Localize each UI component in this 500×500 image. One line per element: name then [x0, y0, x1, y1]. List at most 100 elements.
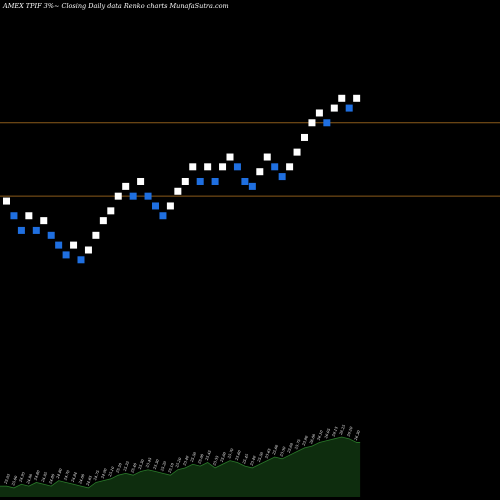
renko-brick-12-up	[84, 246, 92, 254]
renko-brick-15-up	[107, 207, 115, 215]
renko-brick-17-up	[122, 182, 130, 190]
renko-brick-8-down	[55, 241, 63, 249]
renko-brick-40-up	[293, 148, 301, 156]
volume-label-20: 25.45	[145, 456, 153, 469]
renko-brick-5-down	[32, 226, 40, 234]
chart-title: AMEX TPIF 3%~ Closing Daily data Renko c…	[2, 2, 229, 10]
renko-brick-25-up	[181, 177, 189, 185]
renko-brick-33-down	[241, 177, 249, 185]
volume-label-36: 25.65	[264, 447, 272, 460]
volume-labels: 25.05 25.00 24.95 24.90 24.80 24.95 24.89 24.80…	[3, 424, 361, 488]
volume-label-23: 25.10	[167, 462, 175, 475]
renko-brick-2-down	[10, 212, 18, 220]
renko-brick-27-down	[196, 177, 204, 185]
renko-brick-31-up	[226, 153, 234, 161]
volume-line	[0, 436, 361, 489]
volume-label-41: 25.90	[301, 435, 309, 448]
renko-brick-41-up	[301, 133, 308, 141]
volume-label-25: 25.40	[182, 455, 190, 468]
volume-label-6: 24.95	[41, 471, 49, 484]
renko-brick-21-down	[152, 202, 159, 210]
volume-label-17: 25.35	[123, 460, 131, 473]
renko-brick-7-down	[47, 231, 55, 239]
renko-brick-3-down	[17, 226, 25, 234]
renko-bricks	[3, 94, 361, 264]
renko-brick-26-up	[189, 163, 197, 171]
volume-label-37: 25.60	[272, 444, 280, 457]
renko-brick-47-down	[345, 104, 353, 112]
volume-label-26: 25.50	[190, 451, 198, 464]
renko-brick-16-up	[114, 192, 122, 200]
volume-area	[0, 436, 361, 497]
renko-brick-45-up	[330, 104, 338, 112]
volume-label-46: 26.25	[339, 424, 347, 437]
renko-brick-20-down	[144, 192, 152, 200]
volume-label-3: 24.95	[18, 471, 26, 484]
renko-brick-4-up	[25, 212, 33, 220]
volume-label-30: 25.60	[219, 451, 227, 464]
renko-brick-42-up	[308, 119, 316, 127]
renko-brick-28-up	[204, 163, 212, 171]
volume-label-18: 25.40	[130, 462, 138, 475]
volume-label-34: 25.40	[249, 455, 257, 468]
renko-brick-39-up	[286, 163, 294, 171]
renko-brick-23-up	[166, 202, 174, 210]
renko-brick-29-down	[211, 177, 219, 185]
volume-label-21: 25.30	[152, 458, 160, 471]
renko-brick-19-up	[137, 177, 145, 185]
renko-brick-18-down	[129, 192, 137, 200]
renko-brick-14-up	[99, 217, 107, 225]
volume-label-15: 25.10	[108, 465, 116, 478]
volume-label-45: 26.15	[331, 425, 339, 438]
renko-brick-38-down	[278, 173, 286, 181]
renko-brick-11-down	[77, 256, 85, 264]
volume-label-22: 25.20	[160, 460, 168, 473]
volume-label-43: 26.10	[316, 429, 324, 442]
volume-label-4: 24.90	[26, 473, 34, 486]
renko-brick-1-up	[3, 197, 10, 205]
volume-label-9: 24.70	[63, 469, 71, 482]
volume-label-24: 25.20	[175, 456, 183, 469]
volume-label-11: 24.60	[78, 473, 86, 486]
renko-brick-22-down	[159, 212, 167, 220]
volume-label-33: 25.45	[242, 453, 250, 466]
volume-label-7: 24.89	[48, 473, 56, 486]
renko-brick-43-up	[315, 109, 323, 117]
reference-lines	[0, 122, 500, 197]
volume-label-32: 25.60	[234, 449, 242, 462]
renko-brick-46-up	[338, 94, 346, 102]
renko-brick-30-up	[219, 163, 227, 171]
volume-label-14: 24.90	[100, 467, 108, 480]
renko-brick-9-down	[62, 251, 70, 259]
volume-label-28: 25.45	[204, 449, 212, 462]
volume-label-29: 25.55	[212, 455, 220, 468]
volume-label-2: 25.00	[11, 475, 19, 488]
renko-brick-35-up	[256, 168, 264, 176]
volume-label-44: 26.05	[324, 427, 332, 440]
renko-brick-44-down	[323, 119, 331, 127]
renko-brick-48-up	[353, 94, 361, 102]
renko-brick-13-up	[92, 231, 100, 239]
volume-label-5: 24.80	[33, 469, 41, 482]
volume-label-10: 24.84	[70, 471, 78, 484]
renko-brick-37-down	[271, 163, 279, 171]
volume-label-40: 25.75	[294, 438, 302, 451]
volume-label-13: 24.75	[93, 469, 101, 482]
volume-label-35: 25.50	[257, 451, 265, 464]
volume-label-27: 25.60	[197, 453, 205, 466]
volume-label-38: 25.50	[279, 445, 287, 458]
volume-label-47: 26.20	[346, 425, 354, 438]
volume-label-48: 26.30	[353, 429, 361, 442]
renko-brick-32-down	[233, 163, 241, 171]
volume-label-8: 24.80	[55, 467, 63, 480]
volume-label-1: 25.05	[3, 473, 11, 486]
renko-brick-36-up	[263, 153, 271, 161]
renko-brick-6-up	[40, 217, 48, 225]
volume-fill	[0, 437, 361, 497]
volume-label-12: 24.65	[85, 475, 93, 488]
renko-brick-24-up	[174, 187, 182, 195]
volume-label-19: 25.30	[137, 458, 145, 471]
renko-brick-34-down	[248, 182, 256, 190]
